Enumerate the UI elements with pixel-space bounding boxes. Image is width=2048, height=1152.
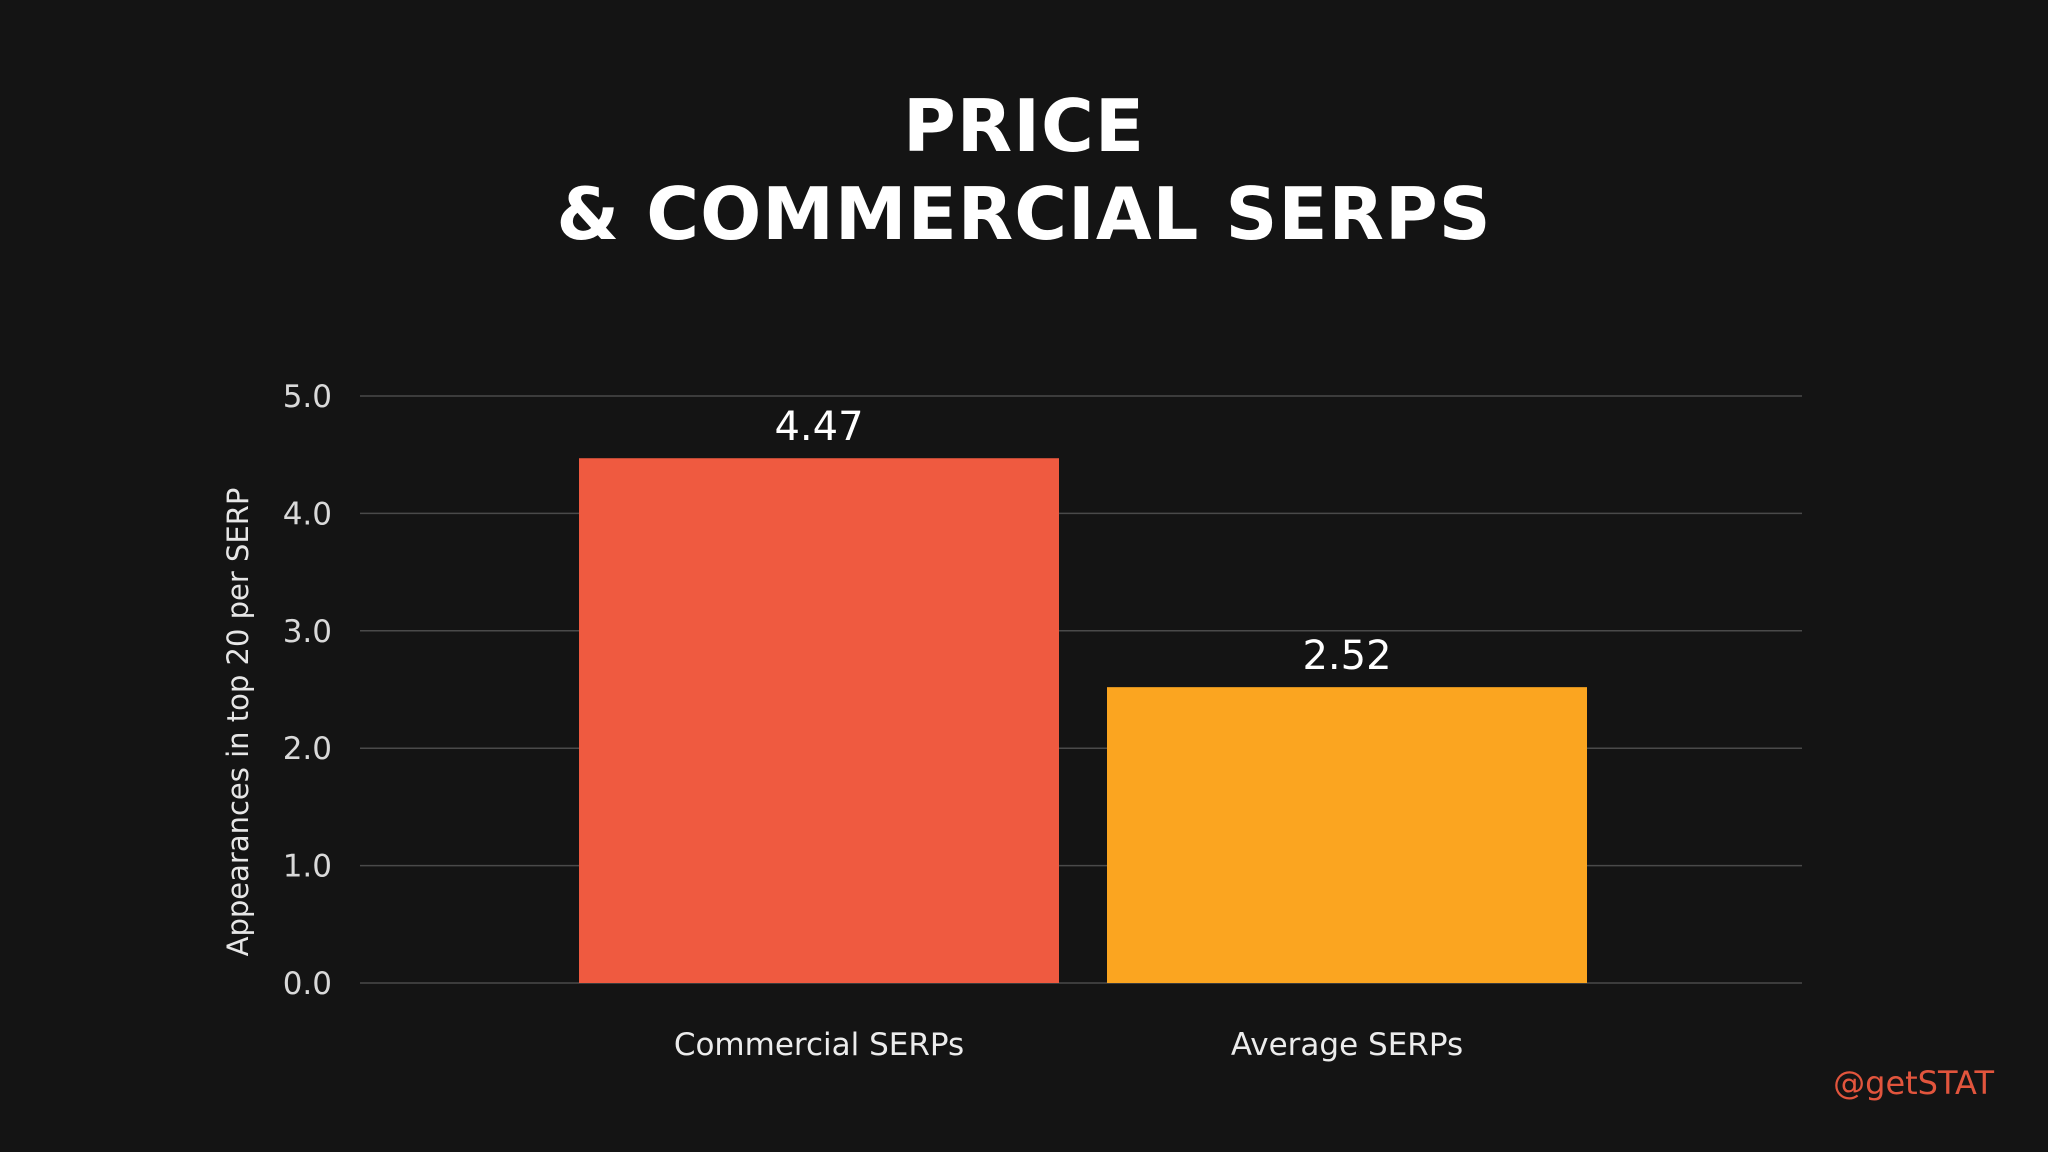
chart-title: PRICE & COMMERCIAL SERPS: [0, 82, 2048, 258]
x-category-label: Commercial SERPs: [674, 1027, 964, 1063]
data-labels: 4.47 2.52: [774, 404, 1391, 679]
y-tick-label: 2.0: [283, 731, 332, 767]
chart-title-line-1: PRICE: [902, 84, 1146, 168]
bar-average-serps: [1107, 687, 1587, 983]
data-label: 4.47: [774, 404, 863, 450]
data-label: 2.52: [1302, 633, 1391, 679]
y-tick-label: 0.0: [283, 966, 332, 1002]
bars: [579, 458, 1587, 983]
y-tick-label: 5.0: [283, 379, 332, 415]
y-tick-label: 3.0: [283, 614, 332, 650]
x-axis-categories: Commercial SERPs Average SERPs: [674, 1027, 1463, 1063]
y-axis-ticks: 0.0 1.0 2.0 3.0 4.0 5.0: [283, 379, 332, 1002]
bar-commercial-serps: [579, 458, 1059, 983]
y-axis-title: Appearances in top 20 per SERP: [221, 488, 255, 957]
y-tick-label: 4.0: [283, 496, 332, 532]
credit-handle: @getSTAT: [1833, 1064, 1994, 1102]
chart-title-line-2: & COMMERCIAL SERPS: [556, 172, 1492, 256]
y-tick-label: 1.0: [283, 849, 332, 885]
x-category-label: Average SERPs: [1231, 1027, 1463, 1063]
